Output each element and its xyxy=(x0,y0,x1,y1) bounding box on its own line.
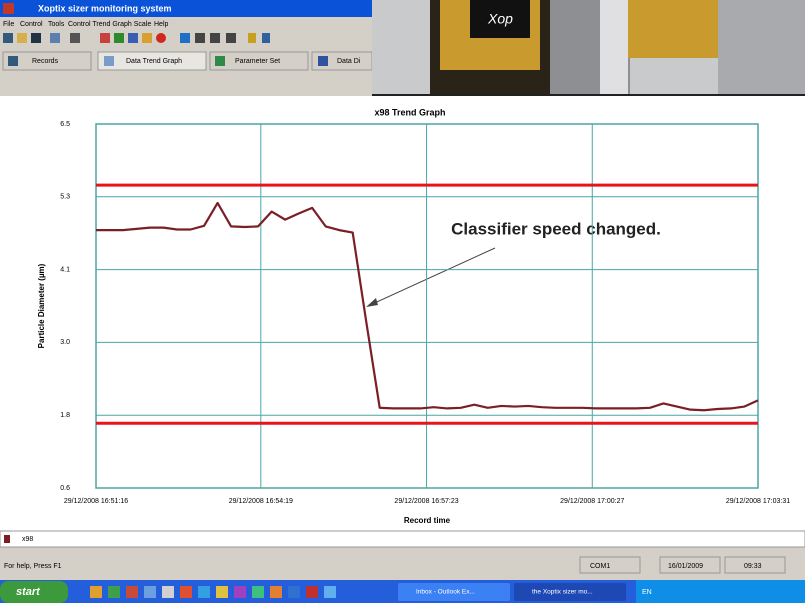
tool-icon[interactable] xyxy=(100,33,110,43)
tool-icon[interactable] xyxy=(142,33,152,43)
tool-icon[interactable] xyxy=(17,33,27,43)
tool-icon[interactable] xyxy=(210,33,220,43)
chart-area xyxy=(0,96,805,531)
y-tick-label: 3.0 xyxy=(60,339,70,346)
x-tick-label: 29/12/2008 16:54:19 xyxy=(229,498,293,505)
system-tray xyxy=(636,580,805,603)
tool-icon[interactable] xyxy=(114,33,124,43)
quick-icon[interactable] xyxy=(180,586,192,598)
quick-icon[interactable] xyxy=(288,586,300,598)
tool-icon[interactable] xyxy=(226,33,236,43)
tab-label: Records xyxy=(32,58,59,65)
screen: Xoptix sizer monitoring system File Cont… xyxy=(0,0,805,603)
x-tick-label: 29/12/2008 17:03:31 xyxy=(726,498,790,505)
y-axis-label: Particle Diameter (µm) xyxy=(37,263,46,348)
quick-icon[interactable] xyxy=(306,586,318,598)
tool-icon[interactable] xyxy=(31,33,41,43)
x-tick-label: 29/12/2008 16:51:16 xyxy=(64,498,128,505)
quick-icon[interactable] xyxy=(162,586,174,598)
tab-icon xyxy=(8,56,18,66)
chart-title: x98 Trend Graph xyxy=(374,107,445,117)
tool-icon[interactable] xyxy=(195,33,205,43)
menu-bar: File Control Tools Control Trend Graph S… xyxy=(3,21,169,28)
window-title: Xoptix sizer monitoring system xyxy=(38,3,172,13)
quick-icon[interactable] xyxy=(252,586,264,598)
tab-label: Parameter Set xyxy=(235,58,280,65)
quick-icon[interactable] xyxy=(108,586,120,598)
task-label: Inbox - Outlook Ex... xyxy=(416,589,475,596)
tab-bar: Records Data Trend Graph Parameter Set D… xyxy=(3,52,372,70)
language: EN xyxy=(642,589,652,596)
menu-item[interactable]: Control xyxy=(20,21,43,28)
tool-icon[interactable] xyxy=(128,33,138,43)
task-label: the Xoptix sizer mo... xyxy=(532,589,593,596)
y-tick-label: 6.5 xyxy=(60,121,70,128)
annotation: Classifier speed changed. xyxy=(451,219,661,238)
legend-label: x98 xyxy=(22,536,33,543)
tab-label: Data Di xyxy=(337,58,361,65)
quick-icon[interactable] xyxy=(198,586,210,598)
menu-item[interactable]: Help xyxy=(154,21,169,28)
quick-icon[interactable] xyxy=(144,586,156,598)
quick-icon[interactable] xyxy=(270,586,282,598)
status-port: COM1 xyxy=(590,563,610,570)
y-tick-label: 0.6 xyxy=(60,485,70,492)
tool-icon[interactable] xyxy=(248,33,256,43)
y-tick-label: 1.8 xyxy=(60,412,70,419)
menu-item[interactable]: File xyxy=(3,21,14,28)
quick-icon[interactable] xyxy=(324,586,336,598)
menu-item[interactable]: Tools xyxy=(48,21,65,28)
quick-icon[interactable] xyxy=(126,586,138,598)
tool-icon[interactable] xyxy=(262,33,270,43)
y-tick-label: 4.1 xyxy=(60,266,70,273)
tool-icon[interactable] xyxy=(70,33,80,43)
tool-icon[interactable] xyxy=(50,33,60,43)
tab-label: Data Trend Graph xyxy=(126,58,182,65)
app-icon xyxy=(3,3,14,14)
legend-swatch xyxy=(4,535,10,543)
y-tick-label: 5.3 xyxy=(60,194,70,201)
quick-icon[interactable] xyxy=(234,586,246,598)
photo-shape xyxy=(628,0,718,58)
legend-strip xyxy=(0,531,805,547)
quick-icon[interactable] xyxy=(90,586,102,598)
status-time: 09:33 xyxy=(744,563,762,570)
tool-icon[interactable] xyxy=(3,33,13,43)
tab-icon xyxy=(318,56,328,66)
photo-shape xyxy=(600,0,628,96)
tab-icon xyxy=(215,56,225,66)
tool-icon[interactable] xyxy=(156,33,166,43)
menu-item[interactable]: Control Trend Graph Scale xyxy=(68,21,151,28)
x-tick-label: 29/12/2008 16:57:23 xyxy=(394,498,458,505)
tool-icon[interactable] xyxy=(180,33,190,43)
quick-icon[interactable] xyxy=(216,586,228,598)
status-date: 16/01/2009 xyxy=(668,563,703,570)
x-tick-label: 29/12/2008 17:00:27 xyxy=(560,498,624,505)
photo: Xop xyxy=(372,0,805,96)
start-label: start xyxy=(16,586,41,598)
x-axis-label: Record time xyxy=(404,516,451,525)
tab-icon xyxy=(104,56,114,66)
photo-shape xyxy=(718,0,805,96)
photo-edge xyxy=(372,94,805,96)
photo-logo: Xop xyxy=(487,11,513,27)
status-help: For help, Press F1 xyxy=(4,563,62,570)
